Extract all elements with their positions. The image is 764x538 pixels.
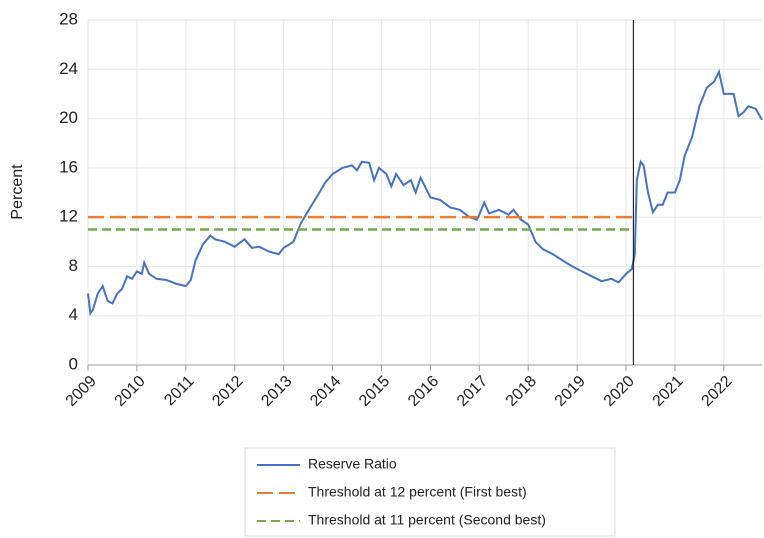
y-tick-label: 24 bbox=[59, 59, 78, 78]
y-tick-label: 8 bbox=[69, 256, 78, 275]
x-tick-label: 2012 bbox=[209, 373, 246, 410]
series-line bbox=[87, 68, 763, 317]
y-tick-label: 4 bbox=[69, 305, 78, 324]
y-tick-label: 0 bbox=[69, 354, 78, 373]
legend-label: Threshold at 12 percent (First best) bbox=[308, 484, 527, 500]
y-tick-label: 28 bbox=[59, 9, 78, 28]
y-tick-label: 20 bbox=[59, 108, 78, 127]
x-tick-label: 2019 bbox=[552, 373, 589, 410]
x-tick-label: 2010 bbox=[112, 373, 149, 410]
x-tick-label: 2015 bbox=[356, 373, 393, 410]
x-tick-label: 2013 bbox=[258, 373, 295, 410]
x-tick-label: 2014 bbox=[307, 373, 344, 410]
legend-box bbox=[244, 447, 616, 537]
x-tick-label: 2009 bbox=[63, 373, 100, 410]
x-tick-label: 2021 bbox=[650, 373, 687, 410]
x-tick-label: 2016 bbox=[405, 373, 442, 410]
x-tick-label: 2011 bbox=[161, 373, 197, 409]
y-tick-label: 16 bbox=[59, 157, 78, 176]
x-tick-label: 2022 bbox=[698, 373, 735, 410]
x-tick-label: 2018 bbox=[503, 373, 540, 410]
x-tick-label: 2020 bbox=[601, 373, 638, 410]
legend-label: Reserve Ratio bbox=[308, 456, 397, 472]
x-tick-label: 2017 bbox=[454, 373, 491, 410]
legend-label: Threshold at 11 percent (Second best) bbox=[308, 512, 546, 528]
y-axis-label: Percent bbox=[9, 164, 26, 220]
y-tick-label: 12 bbox=[59, 207, 78, 226]
